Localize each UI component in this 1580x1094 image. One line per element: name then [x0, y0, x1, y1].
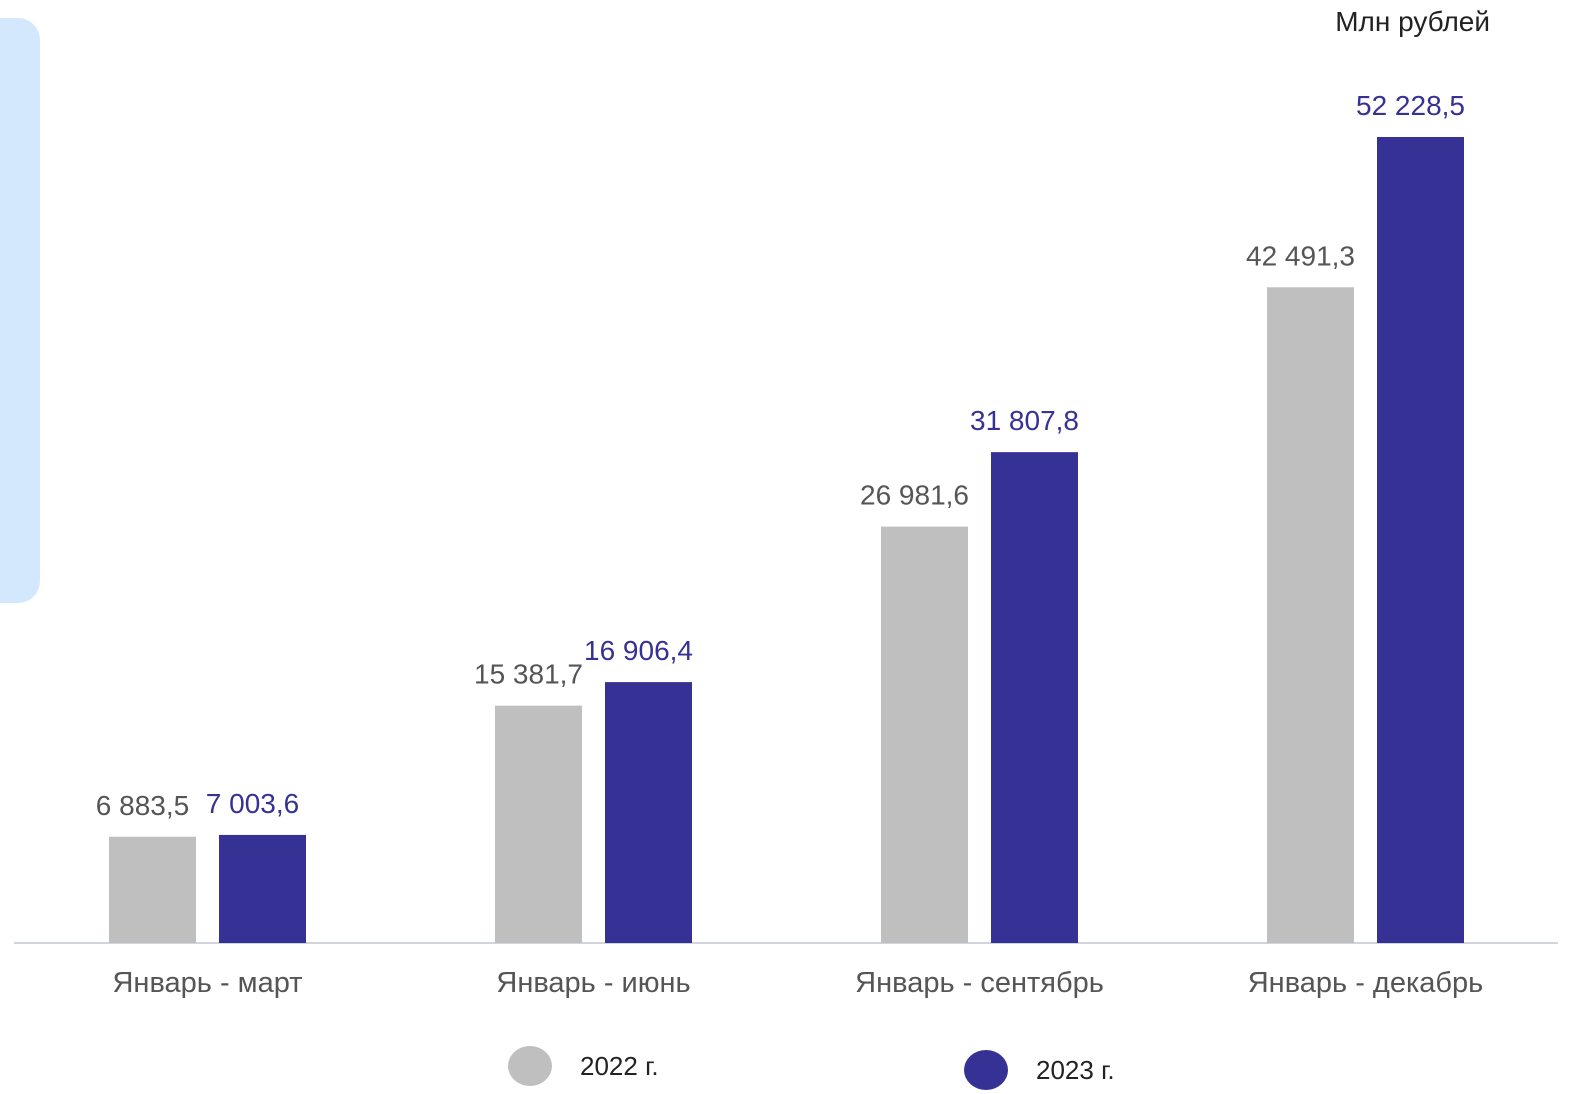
category-label-3: Январь - сентябрь: [855, 967, 1104, 999]
data-label-2022-2: 15 381,7: [474, 659, 583, 690]
legend-swatch-2022: [508, 1046, 552, 1086]
legend-item-2022: 2022 г.: [508, 1046, 659, 1086]
data-label-2022-3: 26 981,6: [860, 480, 969, 511]
legend-label-2023: 2023 г.: [1036, 1055, 1115, 1086]
bar-2022-2: [495, 706, 582, 943]
data-label-2023-3: 31 807,8: [970, 405, 1079, 436]
bar-2023-2: [605, 682, 692, 943]
category-label-2: Январь - июнь: [496, 967, 690, 999]
data-label-2022-1: 6 883,5: [96, 790, 189, 821]
category-label-4: Январь - декабрь: [1248, 967, 1484, 999]
data-label-2023-4: 52 228,5: [1356, 90, 1465, 121]
bar-2022-4: [1267, 287, 1354, 943]
data-label-2023-2: 16 906,4: [584, 635, 693, 666]
bar-2022-3: [881, 527, 968, 943]
bar-2022-1: [109, 837, 196, 943]
legend-item-2023: 2023 г.: [964, 1050, 1115, 1090]
data-label-2022-4: 42 491,3: [1246, 240, 1355, 271]
bar-2023-3: [991, 452, 1078, 943]
legend-label-2022: 2022 г.: [580, 1051, 659, 1082]
category-label-1: Январь - март: [112, 967, 302, 999]
bar-2023-1: [219, 835, 306, 943]
legend-swatch-2023: [964, 1050, 1008, 1090]
bar-2023-4: [1377, 137, 1464, 943]
data-label-2023-1: 7 003,6: [206, 788, 299, 819]
